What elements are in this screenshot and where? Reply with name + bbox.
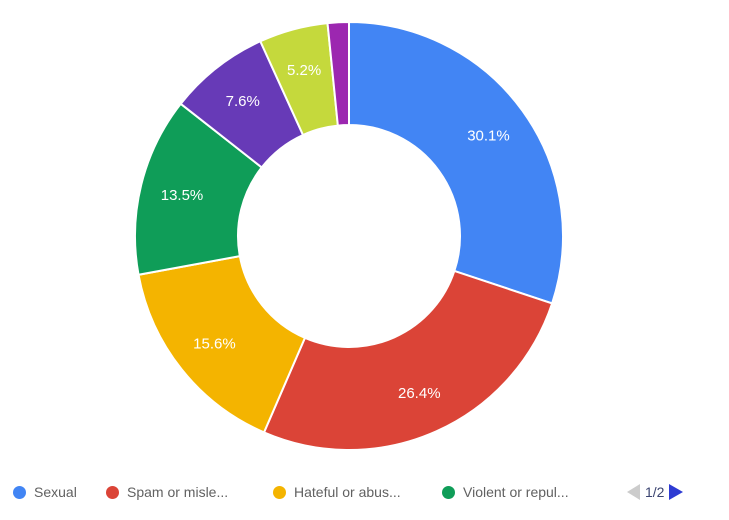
pie-slice-2[interactable] <box>137 254 307 434</box>
legend-item-sexual[interactable]: Sexual <box>13 482 77 502</box>
next-page-icon[interactable] <box>669 484 684 500</box>
legend-pagination: 1/2 <box>627 482 684 502</box>
legend: Sexual Spam or misle... Hateful or abus.… <box>0 482 729 504</box>
legend-swatch-violent <box>442 485 455 499</box>
slice-label-4: 7.6% <box>226 93 260 110</box>
slice-label-2: 15.6% <box>193 335 236 352</box>
legend-item-label: Spam or misle... <box>127 484 229 500</box>
legend-item-label: Violent or repul... <box>463 484 569 500</box>
legend-item-spam[interactable]: Spam or misle... <box>106 482 228 502</box>
legend-swatch-sexual <box>13 485 26 499</box>
legend-item-hateful[interactable]: Hateful or abus... <box>273 482 401 502</box>
slice-label-1: 26.4% <box>398 385 441 402</box>
donut-chart: 30.1% 26.4% 15.6% 13.5% 7.6% 5.2% <box>134 20 564 451</box>
slice-label-0: 30.1% <box>467 128 510 145</box>
pie-slice-6[interactable] <box>326 20 350 127</box>
legend-item-label: Sexual <box>34 484 77 500</box>
slice-label-5: 5.2% <box>287 62 321 79</box>
prev-page-icon[interactable] <box>627 484 640 500</box>
legend-swatch-spam <box>106 485 119 499</box>
pie-slice-0[interactable] <box>348 20 564 305</box>
legend-item-violent[interactable]: Violent or repul... <box>442 482 569 502</box>
pie-slice-1[interactable] <box>262 269 554 451</box>
page-indicator: 1/2 <box>645 484 665 500</box>
legend-swatch-hateful <box>273 485 286 499</box>
legend-item-label: Hateful or abus... <box>294 484 401 500</box>
slice-label-3: 13.5% <box>161 187 204 204</box>
